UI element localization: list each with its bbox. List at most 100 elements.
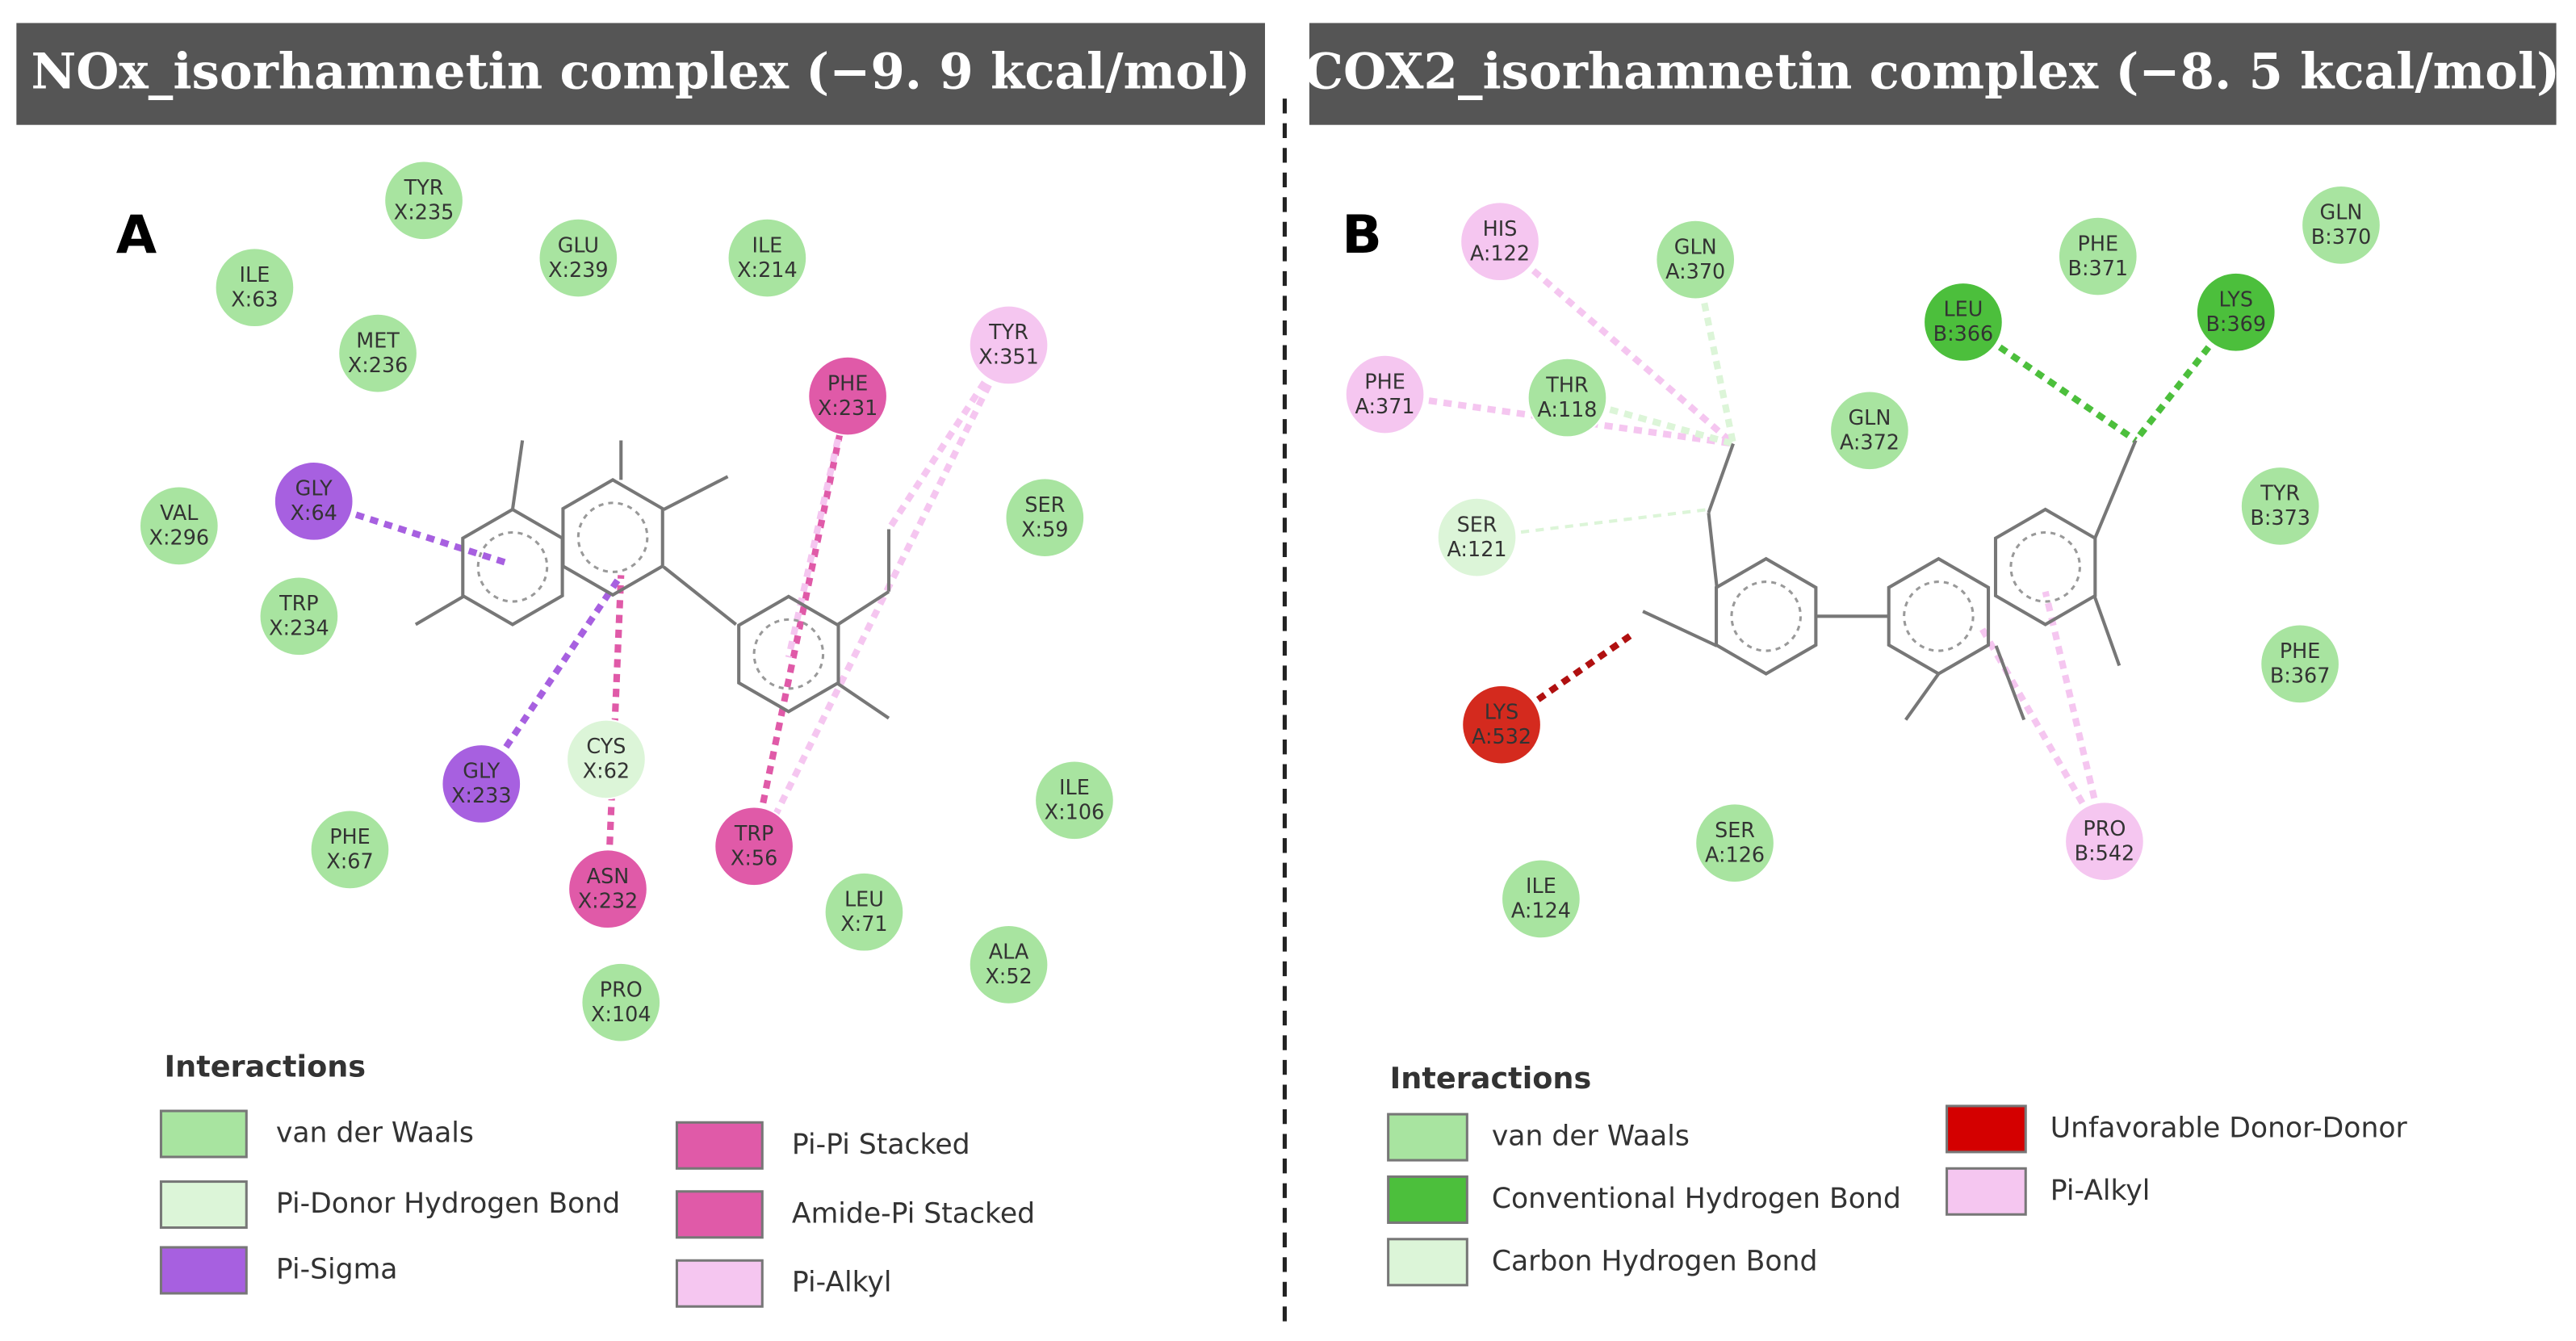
residue-id: A:370 bbox=[1665, 259, 1725, 283]
residue-node bbox=[214, 247, 295, 329]
residue-name: TYR bbox=[404, 175, 444, 199]
residue-name: ILE bbox=[1059, 775, 1090, 799]
residue-name: GLY bbox=[295, 476, 333, 501]
residue-node bbox=[2239, 466, 2321, 547]
residue-name: GLN bbox=[2320, 200, 2363, 224]
residue-id: X:106 bbox=[1045, 800, 1105, 824]
residue-node bbox=[2195, 271, 2277, 353]
residue-node bbox=[383, 160, 464, 241]
residue-node bbox=[568, 849, 648, 930]
residue-id: A:126 bbox=[1705, 843, 1765, 867]
residue-name: LYS bbox=[2218, 287, 2252, 312]
interaction-line bbox=[1497, 239, 1736, 446]
bond bbox=[662, 565, 737, 626]
residue-name: PHE bbox=[827, 371, 869, 395]
interaction-line bbox=[2042, 590, 2108, 843]
title-bar bbox=[16, 23, 1266, 125]
legend-swatch bbox=[1387, 1175, 1468, 1224]
bond bbox=[836, 682, 890, 720]
aromatic bbox=[1730, 580, 1802, 652]
aromatic bbox=[752, 618, 825, 690]
bond bbox=[2092, 596, 2122, 667]
residue-node bbox=[441, 744, 522, 824]
residue-name: TRP bbox=[734, 821, 774, 845]
residue-name: PHE bbox=[2078, 231, 2119, 255]
interaction-line bbox=[604, 575, 625, 890]
residue-id: A:122 bbox=[1470, 241, 1530, 266]
bond bbox=[414, 595, 464, 626]
residue-node bbox=[1694, 803, 1775, 884]
bond bbox=[2092, 439, 2138, 540]
residue-id: X:235 bbox=[394, 200, 454, 224]
legend-label: Amide-Pi Stacked bbox=[792, 1197, 1035, 1230]
panel-title: NOx_isorhamnetin complex (−9. 9 kcal/mol… bbox=[31, 44, 1250, 101]
residue-node bbox=[2260, 623, 2340, 705]
bond bbox=[510, 440, 525, 510]
residue-id: X:67 bbox=[326, 849, 373, 874]
residue-id: X:104 bbox=[591, 1002, 651, 1026]
legend-label: Pi-Donor Hydrogen Bond bbox=[276, 1188, 620, 1220]
residue-name: LEU bbox=[844, 886, 884, 911]
residue-id: A:118 bbox=[1537, 397, 1597, 421]
residue-name: MET bbox=[356, 328, 400, 352]
residue-name: TYR bbox=[2260, 481, 2300, 505]
residue-node bbox=[727, 217, 808, 299]
legend-label: Pi-Pi Stacked bbox=[792, 1129, 970, 1161]
interaction-line bbox=[751, 395, 852, 848]
residue-id: X:64 bbox=[291, 501, 337, 525]
residue-node bbox=[273, 460, 354, 542]
legend-label: van der Waals bbox=[276, 1117, 474, 1150]
residue-name: GLU bbox=[558, 233, 599, 257]
residue-node bbox=[968, 304, 1049, 386]
residue-id: X:296 bbox=[149, 526, 210, 550]
residue-name: LYS bbox=[1485, 699, 1518, 723]
residue-id: A:371 bbox=[1355, 394, 1415, 418]
residue-name: HIS bbox=[1483, 216, 1518, 241]
interaction-line bbox=[2133, 310, 2239, 443]
legend-swatch bbox=[1946, 1104, 2027, 1154]
legend-swatch bbox=[159, 1109, 248, 1159]
residue-name: VAL bbox=[160, 501, 199, 525]
residue-node bbox=[1344, 354, 1426, 435]
residue-id: A:124 bbox=[1511, 899, 1571, 923]
legend-title: Interactions bbox=[1390, 1061, 1592, 1096]
residue-id: B:370 bbox=[2311, 224, 2372, 249]
residue-node bbox=[1501, 858, 1581, 940]
residue-node bbox=[823, 871, 905, 953]
aromatic bbox=[576, 501, 649, 573]
legends: Interactions van der Waals Pi-Donor Hydrog… bbox=[159, 1050, 2408, 1308]
residue-node bbox=[138, 485, 220, 567]
residue-node bbox=[2057, 216, 2138, 297]
interaction-line bbox=[785, 395, 852, 659]
residue-id: B:369 bbox=[2205, 312, 2266, 336]
residue-node bbox=[258, 576, 340, 657]
residue-node bbox=[580, 962, 662, 1043]
legend-label: Pi-Sigma bbox=[276, 1253, 398, 1285]
panel-title: COX2_isorhamnetin complex (−8. 5 kcal/mo… bbox=[1304, 44, 2560, 101]
legend-swatch bbox=[159, 1180, 248, 1230]
residue-name: ASN bbox=[587, 864, 630, 888]
residue-name: SER bbox=[1715, 818, 1755, 842]
legend-label: van der Waals bbox=[1492, 1121, 1690, 1153]
legend-label: Conventional Hydrogen Bond bbox=[1492, 1183, 1901, 1215]
residue-name: TYR bbox=[988, 320, 1028, 344]
panel-label: B bbox=[1342, 205, 1382, 266]
residue-id: X:234 bbox=[269, 616, 329, 640]
bond bbox=[1994, 645, 2026, 721]
bond bbox=[836, 590, 890, 626]
aromatic bbox=[476, 530, 549, 603]
ring bbox=[561, 478, 664, 597]
panel-label: A bbox=[116, 205, 157, 266]
bond bbox=[1904, 673, 1941, 721]
residue-name: PHE bbox=[2280, 639, 2321, 663]
bond bbox=[663, 475, 729, 511]
legend-label: Unfavorable Donor-Donor bbox=[2050, 1112, 2408, 1144]
residue-name: TRP bbox=[279, 591, 319, 615]
residue-id: X:56 bbox=[731, 846, 777, 870]
residue-name: PRO bbox=[600, 977, 643, 1001]
residue-node bbox=[968, 924, 1049, 1005]
residue-id: X:239 bbox=[548, 258, 609, 282]
residues: TYRX:235ILEX:63GLUX:239ILEX:214METX:236T… bbox=[138, 160, 2381, 1043]
residue-id: X:233 bbox=[451, 783, 512, 807]
